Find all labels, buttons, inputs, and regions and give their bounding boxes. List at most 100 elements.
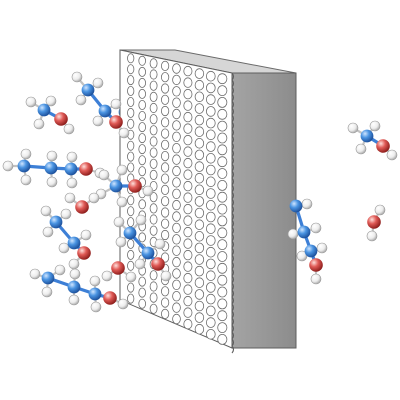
membrane-pore <box>172 234 181 245</box>
propanol-molecule <box>2 148 106 189</box>
hydrogen-atom <box>92 77 104 89</box>
membrane-pore <box>149 281 158 292</box>
membrane-pore <box>161 105 170 117</box>
membrane-pore <box>127 249 135 260</box>
membrane-pore <box>127 217 135 228</box>
membrane-pore <box>206 188 216 199</box>
membrane-pore <box>217 262 228 274</box>
oxygen-atom <box>75 200 89 214</box>
membrane-side-face <box>231 72 297 349</box>
hydrogen-atom <box>355 143 367 155</box>
membrane-pore <box>138 100 147 111</box>
membrane-pore <box>127 293 135 304</box>
membrane-pore <box>127 118 135 129</box>
membrane-pore <box>127 140 135 151</box>
oxygen-atom <box>376 139 390 153</box>
membrane-pore <box>206 317 216 328</box>
membrane-pore <box>149 91 158 103</box>
membrane-pore <box>138 232 147 243</box>
membrane-pore <box>172 154 181 165</box>
hydrogen-atom <box>54 264 66 276</box>
membrane-pore <box>194 126 205 137</box>
membrane-pore <box>138 287 147 298</box>
membrane-pore <box>149 136 158 147</box>
membrane-pore <box>194 103 205 114</box>
membrane-pore <box>194 91 205 103</box>
ethanol-molecule <box>29 264 129 313</box>
hydrogen-atom <box>134 258 146 270</box>
membrane-pore <box>217 191 228 203</box>
membrane-pore <box>127 64 135 75</box>
membrane-pore <box>161 218 170 229</box>
membrane-pore <box>172 222 181 234</box>
hydrogen-atom <box>316 242 328 254</box>
membrane-pore <box>206 82 216 94</box>
oxygen-atom <box>77 246 91 260</box>
hydrogen-atom <box>69 268 81 280</box>
membrane-pore <box>172 97 181 108</box>
hydrogen-atom <box>66 151 78 163</box>
membrane-pore <box>161 94 170 105</box>
hydrogen-atom <box>42 226 54 238</box>
membrane-pore <box>206 141 216 152</box>
membrane-pore <box>217 179 228 191</box>
hydrogen-atom <box>71 71 83 83</box>
membrane-pore <box>206 305 216 317</box>
membrane-pore <box>183 111 193 123</box>
hydrogen-atom <box>63 123 75 135</box>
membrane-pore <box>206 270 216 282</box>
hydrogen-atom <box>20 148 32 160</box>
carbon-atom <box>41 271 55 285</box>
hydrogen-atom <box>89 275 101 287</box>
membrane-pore <box>183 295 193 307</box>
membrane-pore <box>217 144 228 156</box>
membrane-pore <box>161 83 170 94</box>
membrane-pore <box>183 192 193 203</box>
hydrogen-atom <box>296 250 308 262</box>
membrane-pore <box>161 297 170 308</box>
membrane-pore <box>127 195 135 206</box>
methanol-molecule <box>347 120 398 161</box>
membrane-pore <box>194 207 205 219</box>
membrane-pore <box>194 161 205 172</box>
carbon-atom <box>98 104 112 118</box>
membrane-pore <box>183 157 193 169</box>
membrane-pore <box>217 97 228 108</box>
membrane-pore <box>149 80 158 91</box>
membrane-pore <box>127 97 135 108</box>
membrane-pore <box>183 203 193 215</box>
membrane-pore <box>138 276 147 287</box>
membrane-pore <box>161 139 170 150</box>
membrane-pore <box>217 215 228 227</box>
membrane-pore <box>194 300 205 312</box>
oxygen-atom <box>111 261 125 275</box>
membrane-pore <box>206 282 216 293</box>
membrane-pore <box>194 323 205 335</box>
hydrogen-atom <box>310 222 322 234</box>
membrane-pore <box>206 211 216 223</box>
membrane-pore <box>217 120 228 132</box>
membrane-pore <box>183 169 193 180</box>
membrane-pore <box>127 238 135 249</box>
membrane-pore <box>217 132 228 144</box>
hydrogen-atom <box>135 214 147 226</box>
hydrogen-atom <box>64 192 76 204</box>
membrane-pore <box>149 192 158 203</box>
membrane-pore <box>217 85 228 96</box>
membrane-pore <box>183 88 193 100</box>
membrane-pore <box>127 282 135 293</box>
membrane-pore <box>183 238 193 249</box>
membrane-pore <box>172 188 181 200</box>
oxygen-atom <box>54 112 68 126</box>
membrane-pore <box>194 172 205 184</box>
oxygen-atom <box>309 258 323 272</box>
membrane-pore <box>161 173 170 184</box>
ethanol-molecule <box>71 71 130 139</box>
membrane-pore <box>194 219 205 231</box>
membrane-pore <box>172 291 181 302</box>
membrane-pore <box>206 293 216 305</box>
water-molecule <box>366 204 386 242</box>
carbon-atom <box>67 280 81 294</box>
hydrogen-atom <box>160 270 172 282</box>
membrane-pore <box>138 122 147 133</box>
